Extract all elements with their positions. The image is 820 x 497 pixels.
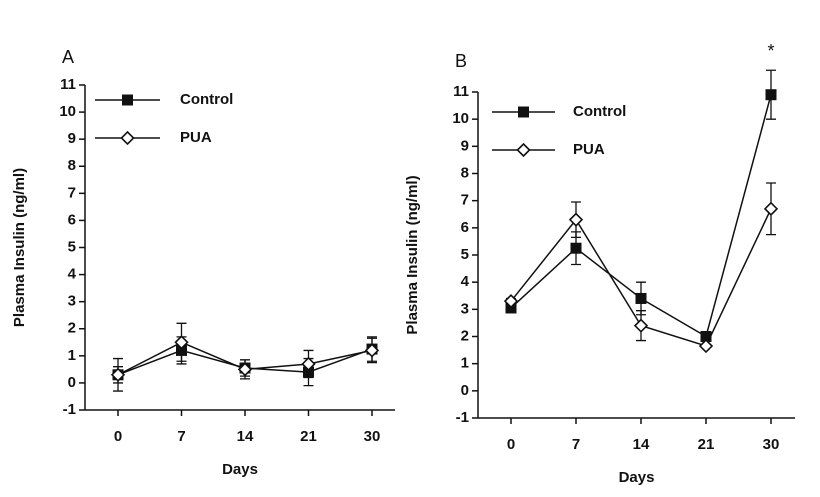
y-tick-label: 9: [461, 137, 469, 154]
y-tick-label: 5: [461, 246, 469, 263]
marker-diamond: [503, 294, 519, 309]
legend-label: PUA: [573, 141, 605, 158]
y-axis-label: Plasma Insulin (ng/ml): [404, 175, 421, 334]
marker-square: [765, 89, 777, 101]
y-tick-label: 3: [68, 293, 76, 310]
marker-diamond: [174, 335, 189, 350]
x-tick-label: 21: [698, 436, 715, 453]
y-tick-label: 6: [68, 211, 76, 228]
y-tick-label: 7: [461, 192, 469, 209]
x-tick-label: 14: [237, 428, 254, 445]
y-tick-label: -1: [456, 409, 469, 426]
marker-diamond: [237, 362, 253, 377]
x-tick-label: 30: [763, 436, 780, 453]
marker-diamond: [364, 343, 380, 358]
legend-label: Control: [180, 91, 233, 108]
annotation: *: [767, 41, 774, 61]
y-tick-label: 9: [68, 130, 76, 147]
x-axis-label: Days: [619, 469, 655, 486]
panel-title: B: [455, 51, 467, 71]
x-tick-label: 14: [633, 436, 650, 453]
y-tick-label: 10: [59, 103, 76, 120]
y-axis-label: Plasma Insulin (ng/ml): [11, 168, 28, 327]
y-tick-label: 8: [461, 164, 469, 181]
y-tick-label: 3: [461, 300, 469, 317]
x-tick-label: 0: [507, 436, 515, 453]
marker-diamond: [301, 356, 316, 372]
x-tick-label: 0: [114, 428, 122, 445]
legend-marker: [518, 106, 529, 118]
x-tick-label: 7: [177, 428, 185, 445]
y-tick-label: 4: [68, 266, 77, 283]
y-tick-label: 0: [68, 374, 76, 391]
marker-square: [635, 292, 647, 304]
y-tick-label: 6: [461, 219, 469, 236]
y-tick-label: 8: [68, 157, 76, 174]
y-tick-label: 2: [461, 327, 469, 344]
y-tick-label: -1: [63, 401, 76, 418]
legend-marker: [516, 142, 531, 158]
marker-diamond: [110, 367, 126, 382]
marker-diamond: [633, 318, 649, 333]
marker-diamond: [568, 212, 584, 227]
y-tick-label: 4: [461, 273, 470, 290]
y-tick-label: 0: [461, 382, 469, 399]
y-tick-label: 1: [68, 347, 76, 364]
x-tick-label: 7: [572, 436, 580, 453]
legend-label: Control: [573, 103, 626, 120]
legend-marker: [120, 130, 135, 146]
y-tick-label: 2: [68, 320, 76, 337]
y-tick-label: 1: [461, 355, 469, 372]
panel-title: A: [62, 47, 74, 67]
marker-square: [700, 331, 712, 342]
y-tick-label: 11: [453, 83, 469, 100]
x-axis-label: Days: [222, 461, 258, 478]
y-tick-label: 7: [68, 184, 76, 201]
marker-diamond: [698, 338, 714, 354]
y-tick-label: 11: [60, 76, 76, 93]
marker-diamond: [763, 201, 779, 216]
marker-square: [570, 242, 582, 254]
y-tick-label: 5: [68, 238, 76, 255]
legend-marker: [122, 94, 133, 106]
y-tick-label: 10: [452, 110, 469, 127]
legend-label: PUA: [180, 129, 212, 146]
x-tick-label: 30: [364, 428, 381, 445]
x-tick-label: 21: [300, 428, 317, 445]
